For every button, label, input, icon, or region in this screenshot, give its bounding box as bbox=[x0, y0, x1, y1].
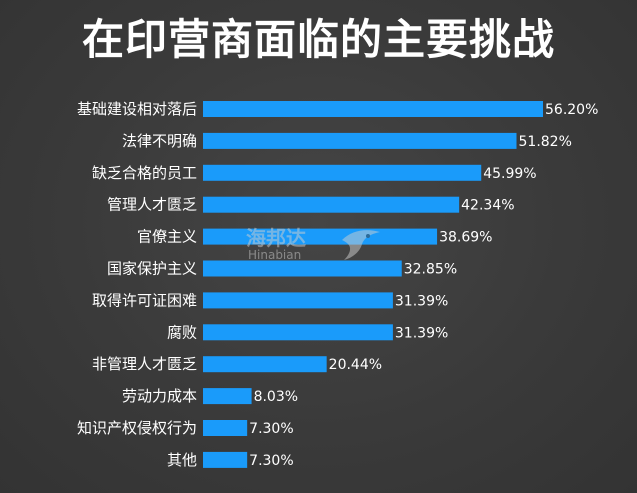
data-label: 7.30% bbox=[249, 453, 293, 469]
watermark-text-cn: 海邦达 bbox=[246, 226, 306, 250]
chart-title: 在印营商面临的主要挑战 bbox=[81, 15, 555, 64]
bar bbox=[203, 228, 438, 245]
bar bbox=[203, 196, 460, 213]
data-label: 8.03% bbox=[254, 389, 298, 405]
data-label: 31.39% bbox=[395, 293, 448, 309]
data-label: 56.20% bbox=[545, 102, 598, 118]
category-label: 其他 bbox=[167, 451, 197, 469]
bar bbox=[203, 451, 248, 468]
bird-logo-icon bbox=[342, 230, 380, 260]
bar bbox=[203, 132, 517, 149]
bar bbox=[203, 164, 482, 181]
bar bbox=[203, 420, 248, 436]
bar bbox=[203, 324, 393, 341]
category-label: 管理人才匮乏 bbox=[107, 196, 197, 214]
data-label: 31.39% bbox=[395, 325, 448, 341]
data-label: 7.30% bbox=[249, 421, 293, 437]
category-label: 劳动力成本 bbox=[122, 387, 197, 405]
category-label: 非管理人才匮乏 bbox=[92, 355, 197, 373]
category-label: 知识产权侵权行为 bbox=[77, 419, 197, 437]
bar bbox=[203, 356, 327, 373]
data-label: 38.69% bbox=[439, 230, 492, 246]
category-label: 国家保护主义 bbox=[107, 260, 197, 278]
data-label: 32.85% bbox=[404, 262, 457, 278]
category-label: 基础建设相对落后 bbox=[77, 100, 197, 118]
watermark-logo: 海邦达 Hinabian bbox=[246, 222, 396, 272]
watermark-text-en: Hinabian bbox=[248, 248, 302, 262]
category-label: 官僚主义 bbox=[137, 228, 197, 246]
data-label: 42.34% bbox=[461, 198, 514, 214]
data-label: 45.99% bbox=[483, 166, 536, 182]
data-label: 20.44% bbox=[329, 357, 382, 373]
bar bbox=[203, 101, 543, 117]
bar bbox=[203, 388, 252, 405]
category-label: 缺乏合格的员工 bbox=[92, 164, 197, 182]
category-label: 腐败 bbox=[167, 323, 197, 341]
bar bbox=[203, 260, 402, 277]
category-label: 取得许可证困难 bbox=[92, 291, 197, 309]
data-label: 51.82% bbox=[519, 134, 572, 150]
bar bbox=[203, 292, 393, 309]
category-label: 法律不明确 bbox=[122, 132, 197, 150]
